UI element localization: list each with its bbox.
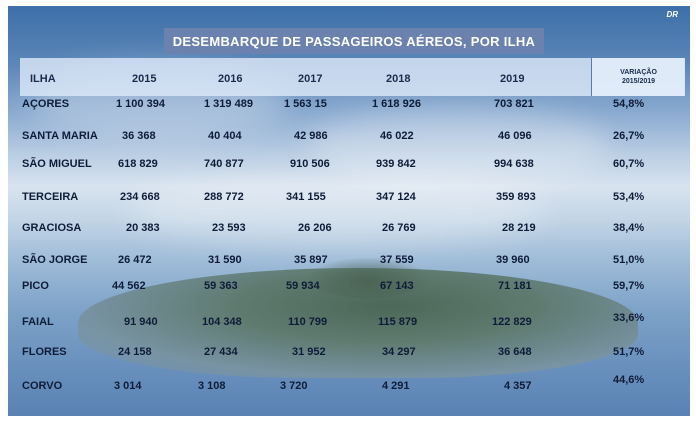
cell-2019: 71 181 [498,280,532,292]
cell-2017: 35 897 [294,254,328,266]
cell-2016: 288 772 [204,191,244,203]
table-row: SÃO MIGUEL 618 829 740 877 910 506 939 8… [8,158,690,178]
cell-2018: 34 297 [382,346,416,358]
table-row: FLORES 24 158 27 434 31 952 34 297 36 64… [8,346,690,366]
table-row: SANTA MARIA 36 368 40 404 42 986 46 022 … [8,130,690,150]
cell-2019: 39 960 [496,254,530,266]
cell-2017: 341 155 [286,191,326,203]
cell-2016: 3 108 [198,380,226,392]
cloud-decoration [128,176,548,246]
cell-ilha: SANTA MARIA [22,130,98,142]
cell-2017: 31 952 [292,346,326,358]
header-variacao-line2: 2015/2019 [621,78,656,85]
cell-2018: 46 022 [380,130,414,142]
table-title: DESEMBARQUE DE PASSAGEIROS AÉREOS, POR I… [164,28,544,54]
cell-2019: 46 096 [498,130,532,142]
cell-2015: 36 368 [122,130,156,142]
cell-2016: 27 434 [204,346,238,358]
cell-2016: 59 363 [204,280,238,292]
cell-2015: 20 383 [126,222,160,234]
cell-2016: 40 404 [208,130,242,142]
table-row: GRACIOSA 20 383 23 593 26 206 26 769 28 … [8,222,690,242]
cell-2018: 37 559 [380,254,414,266]
cell-ilha: SÃO JORGE [22,254,88,266]
cell-2015: 44 562 [112,280,146,292]
cell-2018: 115 879 [378,316,418,328]
cell-ilha: AÇORES [22,98,70,110]
table-row: SÃO JORGE 26 472 31 590 35 897 37 559 39… [8,254,690,274]
header-variacao-line1: VARIAÇÃO [620,69,657,76]
cell-ilha: GRACIOSA [22,222,82,234]
cell-2019: 4 357 [504,380,532,392]
cell-2015: 24 158 [118,346,152,358]
cell-variacao: 51,0% [613,254,645,266]
cell-ilha: SÃO MIGUEL [22,158,92,170]
cell-2015: 3 014 [114,380,142,392]
cell-2019: 36 648 [498,346,532,358]
cell-2016: 23 593 [212,222,246,234]
table-header [20,58,684,96]
table-row: PICO 44 562 59 363 59 934 67 143 71 181 … [8,280,690,300]
cell-2015: 234 668 [120,191,160,203]
cell-variacao: 54,8% [613,98,645,110]
cell-ilha: TERCEIRA [22,191,79,203]
header-year: 2018 [386,73,411,85]
cell-2018: 939 842 [376,158,416,170]
cell-2019: 28 219 [502,222,536,234]
cell-2018: 1 618 926 [372,98,421,110]
cell-ilha: FAIAL [22,316,54,328]
table-row: AÇORES 1 100 394 1 319 489 1 563 15 1 61… [8,98,690,118]
cell-2017: 59 934 [286,280,320,292]
header-year: 2016 [218,73,243,85]
header-year: 2019 [500,73,525,85]
cell-2018: 347 124 [376,191,416,203]
cell-2019: 994 638 [494,158,534,170]
cell-ilha: CORVO [22,380,63,392]
cell-2017: 26 206 [298,222,332,234]
cell-2015: 618 829 [118,158,158,170]
cell-variacao: 59,7% [613,280,645,292]
cell-2019: 359 893 [496,191,536,203]
cell-2017: 910 506 [290,158,330,170]
cell-2017: 3 720 [280,380,308,392]
cell-2016: 104 348 [202,316,242,328]
cell-2017: 42 986 [294,130,328,142]
cell-variacao: 26,7% [613,130,645,142]
cell-variacao: 44,6% [613,374,645,386]
cell-variacao: 60,7% [613,158,645,170]
cell-2017: 1 563 15 [284,98,327,110]
cell-2018: 4 291 [382,380,410,392]
header-ilha: ILHA [30,73,56,85]
infographic-frame: DR DESEMBARQUE DE PASSAGEIROS AÉREOS, PO… [8,6,690,416]
table-row: FAIAL 91 940 104 348 110 799 115 879 122… [8,312,690,336]
cell-2018: 67 143 [380,280,414,292]
table-row: TERCEIRA 234 668 288 772 341 155 347 124… [8,191,690,211]
header-variacao: VARIAÇÃO 2015/2019 [591,58,685,96]
header-year: 2017 [298,73,323,85]
photo-credit: DR [666,10,678,19]
island-peak-image [308,258,428,298]
header-year: 2015 [132,73,157,85]
cell-2016: 740 877 [204,158,244,170]
cell-2015: 26 472 [118,254,152,266]
cell-2019: 122 829 [492,316,532,328]
cell-ilha: FLORES [22,346,67,358]
cell-variacao: 51,7% [613,346,645,358]
cell-2015: 91 940 [124,316,158,328]
cell-2017: 110 799 [288,316,328,328]
cell-2016: 31 590 [208,254,242,266]
cell-2019: 703 821 [494,98,534,110]
cell-variacao: 33,6% [613,312,645,324]
cell-2015: 1 100 394 [116,98,165,110]
cell-2018: 26 769 [382,222,416,234]
cloud-decoration [308,106,608,186]
cell-variacao: 38,4% [613,222,645,234]
cell-variacao: 53,4% [613,191,645,203]
table-row: CORVO 3 014 3 108 3 720 4 291 4 357 44,6… [8,374,690,400]
cell-ilha: PICO [22,280,49,292]
cell-2016: 1 319 489 [204,98,253,110]
